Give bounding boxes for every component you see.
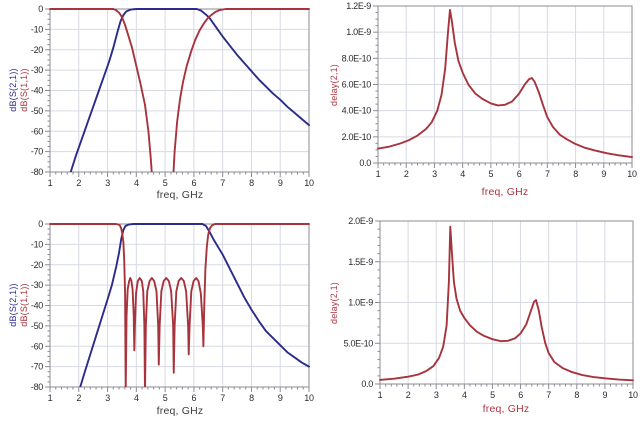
svg-text:0: 0 xyxy=(38,4,43,14)
svg-text:1: 1 xyxy=(376,169,381,179)
svg-text:6.0E-10: 6.0E-10 xyxy=(342,80,372,90)
svg-text:10: 10 xyxy=(627,169,637,179)
svg-text:-70: -70 xyxy=(31,147,43,157)
y-axis-label-group: dB(S(2,1)) dB(S(1,1)) xyxy=(8,68,29,112)
svg-text:-40: -40 xyxy=(31,86,43,96)
x-axis-title: freq, GHz xyxy=(156,405,204,417)
svg-text:3: 3 xyxy=(105,393,110,403)
svg-text:0.0: 0.0 xyxy=(359,158,371,168)
svg-text:1: 1 xyxy=(378,390,383,400)
svg-text:9: 9 xyxy=(603,390,608,400)
svg-text:4: 4 xyxy=(134,393,139,403)
y-axis-label-group: dB(S(2,1)) dB(S(1,1)) xyxy=(8,283,29,327)
svg-text:9: 9 xyxy=(601,169,606,179)
svg-text:5: 5 xyxy=(163,178,168,188)
svg-text:2: 2 xyxy=(76,393,81,403)
svg-text:7: 7 xyxy=(220,393,225,403)
chart-delay-top: 1 2 3 4 5 6 7 8 9 10 1.2E-9 1.0E-9 8.0E-10 6.0E-10 4.0… xyxy=(320,0,640,215)
svg-text:1.5E-9: 1.5E-9 xyxy=(348,257,373,267)
svg-text:2: 2 xyxy=(404,169,409,179)
svg-text:10: 10 xyxy=(304,178,314,188)
svg-text:5: 5 xyxy=(489,169,494,179)
chart-delay-bottom: 1 2 3 4 5 6 7 8 9 10 2.0E-9 1.5E-9 1.0E-9 5.0E-10 0.0 … xyxy=(320,215,640,429)
svg-text:-20: -20 xyxy=(31,45,43,55)
plot-area-delay-top: 1 2 3 4 5 6 7 8 9 10 1.2E-9 1.0E-9 8.0E-10 6.0E-10 4.0… xyxy=(342,1,638,179)
chart-sparams-bottom: 1 2 3 4 5 6 7 8 9 10 0 -10 -20 -30 -40 -50 -60 -70 -80 dB(… xyxy=(0,215,320,429)
svg-text:4: 4 xyxy=(460,169,465,179)
x-axis-title: freq, GHz xyxy=(481,186,529,198)
svg-text:6: 6 xyxy=(192,178,197,188)
plot-area-delay-bottom: 1 2 3 4 5 6 7 8 9 10 2.0E-9 1.5E-9 1.0E-9 5.0E-10 0.0 xyxy=(344,216,639,400)
x-axis-title: freq, GHz xyxy=(482,403,530,415)
y-axis-label-group: delay(2,1) xyxy=(329,64,339,106)
y-axis-label-delay: delay(2,1) xyxy=(329,63,339,107)
svg-text:-10: -10 xyxy=(31,239,43,249)
svg-text:6: 6 xyxy=(517,169,522,179)
svg-text:7: 7 xyxy=(546,390,551,400)
svg-text:4: 4 xyxy=(134,178,139,188)
y-axis-label-s11: dB(S(1,1)) xyxy=(19,68,29,112)
svg-text:8: 8 xyxy=(574,390,579,400)
svg-text:3: 3 xyxy=(105,178,110,188)
svg-text:1.0E-9: 1.0E-9 xyxy=(346,27,371,37)
y-axis-label-s11: dB(S(1,1)) xyxy=(19,283,29,327)
svg-text:-30: -30 xyxy=(31,65,43,75)
svg-text:-10: -10 xyxy=(31,24,43,34)
svg-text:-60: -60 xyxy=(31,341,43,351)
plot-area-sparams-bottom: 1 2 3 4 5 6 7 8 9 10 0 -10 -20 -30 -40 -50 -60 -70 -80 xyxy=(31,219,314,403)
svg-text:1.2E-9: 1.2E-9 xyxy=(346,1,371,11)
svg-text:9: 9 xyxy=(278,393,283,403)
svg-text:1: 1 xyxy=(48,178,53,188)
svg-text:0: 0 xyxy=(38,219,43,229)
svg-text:5.0E-10: 5.0E-10 xyxy=(344,338,374,348)
svg-text:2: 2 xyxy=(76,178,81,188)
svg-text:-40: -40 xyxy=(31,301,43,311)
svg-text:8.0E-10: 8.0E-10 xyxy=(342,53,372,63)
svg-text:6: 6 xyxy=(518,390,523,400)
svg-text:10: 10 xyxy=(628,390,638,400)
y-axis-label-group: delay(2,1) xyxy=(329,282,339,324)
svg-text:-50: -50 xyxy=(31,321,43,331)
svg-text:2.0E-10: 2.0E-10 xyxy=(342,132,372,142)
svg-text:-20: -20 xyxy=(31,260,43,270)
svg-text:4: 4 xyxy=(462,390,467,400)
svg-text:5: 5 xyxy=(163,393,168,403)
svg-text:1: 1 xyxy=(48,393,53,403)
svg-text:0.0: 0.0 xyxy=(361,379,373,389)
svg-text:-80: -80 xyxy=(31,382,43,392)
svg-text:5: 5 xyxy=(490,390,495,400)
x-axis-title: freq, GHz xyxy=(156,189,204,201)
svg-text:1.0E-9: 1.0E-9 xyxy=(348,298,373,308)
y-axis-label-s21: dB(S(2,1)) xyxy=(8,68,18,112)
svg-text:9: 9 xyxy=(278,178,283,188)
svg-text:-70: -70 xyxy=(31,362,43,372)
svg-text:2: 2 xyxy=(406,390,411,400)
svg-text:7: 7 xyxy=(220,178,225,188)
svg-text:-60: -60 xyxy=(31,126,43,136)
svg-text:3: 3 xyxy=(434,390,439,400)
svg-text:-30: -30 xyxy=(31,280,43,290)
svg-text:8: 8 xyxy=(573,169,578,179)
svg-text:2.0E-9: 2.0E-9 xyxy=(348,216,373,226)
plot-area-sparams-top: 1 2 3 4 5 6 7 8 9 10 0 -10 -20 -30 -40 -50 -60 -70 -80 xyxy=(31,4,314,188)
chart-sparams-top: 1 2 3 4 5 6 7 8 9 10 0 -10 -20 -30 -40 -50 -60 -70 -80 dB(… xyxy=(0,0,320,215)
svg-text:-50: -50 xyxy=(31,106,43,116)
y-axis-label-s21: dB(S(2,1)) xyxy=(8,283,18,327)
svg-text:3: 3 xyxy=(432,169,437,179)
y-axis-label-delay: delay(2,1) xyxy=(329,281,339,325)
svg-text:8: 8 xyxy=(249,393,254,403)
svg-text:-80: -80 xyxy=(31,167,43,177)
svg-text:4.0E-10: 4.0E-10 xyxy=(342,106,372,116)
svg-text:10: 10 xyxy=(304,393,314,403)
svg-text:8: 8 xyxy=(249,178,254,188)
svg-text:7: 7 xyxy=(545,169,550,179)
svg-text:6: 6 xyxy=(192,393,197,403)
